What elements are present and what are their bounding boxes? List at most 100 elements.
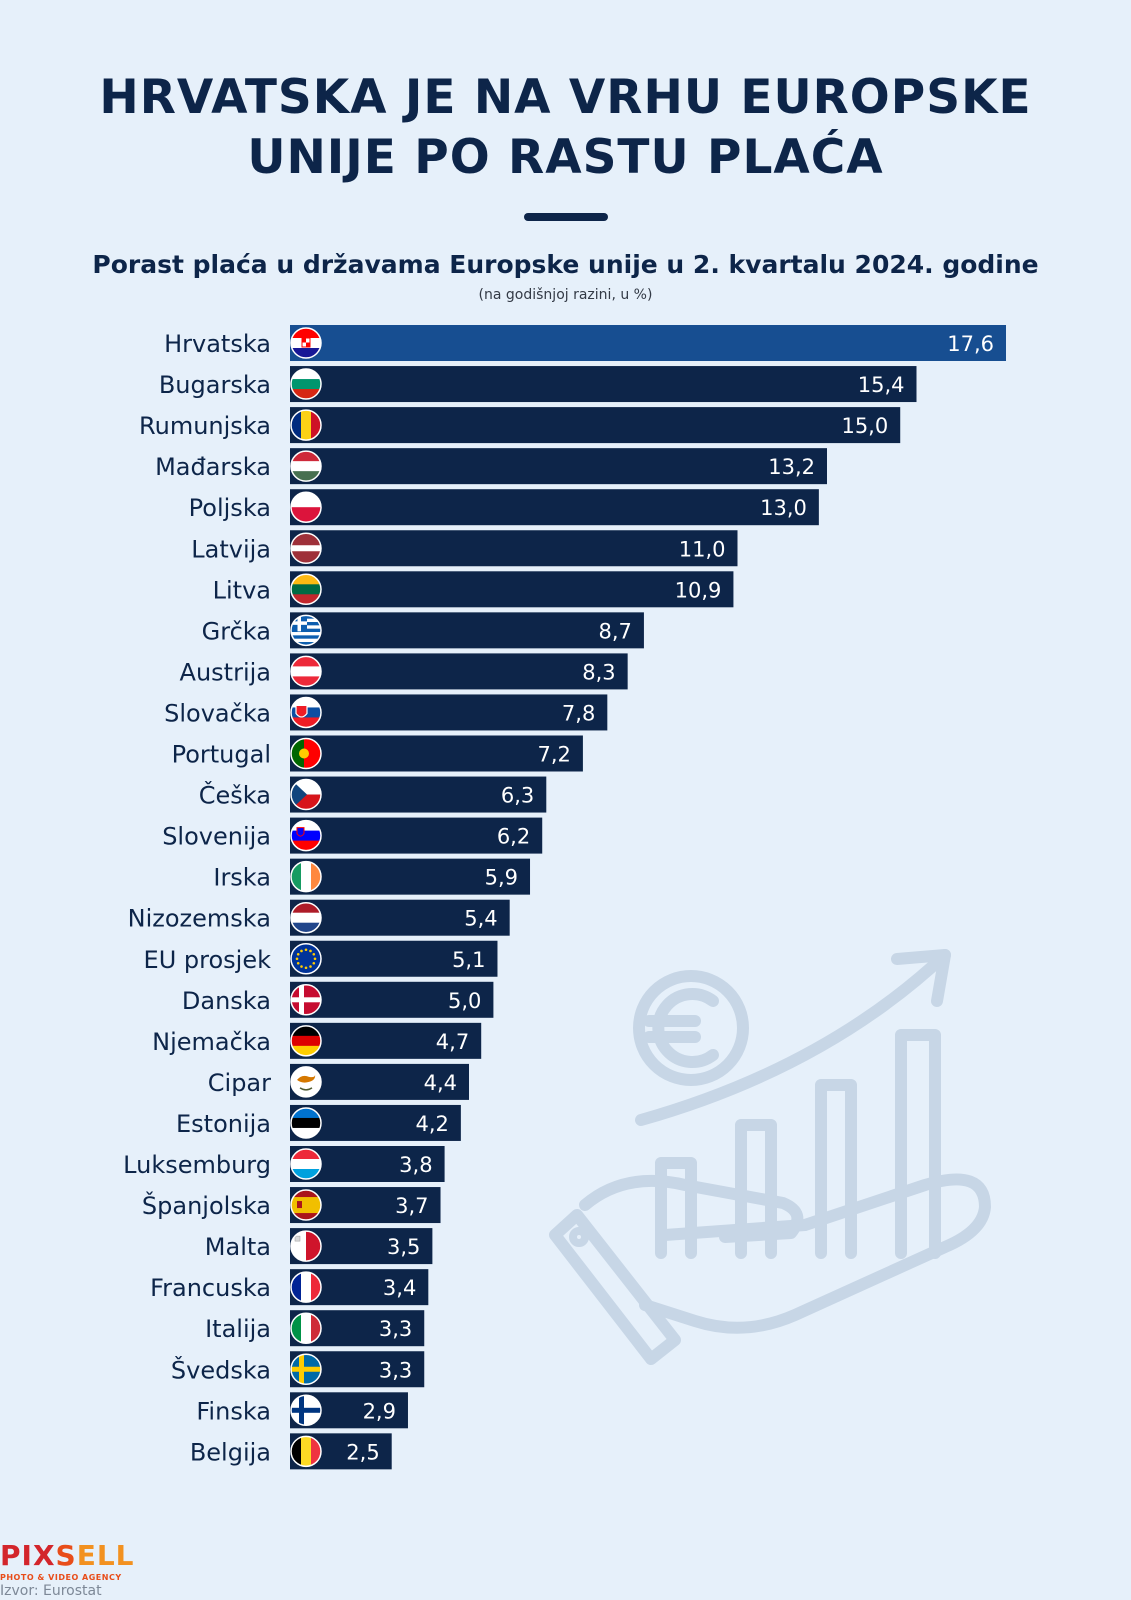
value-label-švedska: 3,3 [379,1358,412,1382]
category-label-belgija: Belgija [190,1438,271,1466]
value-label-belgija: 2,5 [346,1440,379,1464]
fi-flag-icon [291,1395,321,1426]
bar-bugarska [290,366,917,403]
title-line-1: HRVATSKA JE NA VRHU EUROPSKE [99,70,1032,125]
bar-litva [290,571,734,608]
chart-title: HRVATSKA JE NA VRHU EUROPSKE UNIJE PO RA… [0,68,1131,188]
unit-note: (na godišnjoj razini, u %) [478,287,653,303]
value-label-irska: 5,9 [485,866,518,890]
value-label-slovačka: 7,8 [562,701,595,725]
source-note: Izvor: Eurostat [0,1583,102,1599]
mt-flag-icon [291,1231,321,1262]
bar-češka [290,776,547,813]
category-label-češka: Češka [199,780,271,810]
category-label-litva: Litva [213,576,271,604]
bar-poljska [290,489,819,526]
hr-flag-icon [291,328,321,358]
euro-growth-hand-icon [549,949,991,1365]
value-label-nizozemska: 5,4 [464,907,497,931]
category-label-mađarska: Mađarska [155,453,271,481]
bar-nizozemska [290,899,510,936]
category-label-slovačka: Slovačka [164,699,271,727]
value-label-rumunjska: 15,0 [841,414,888,438]
category-label-irska: Irska [213,864,271,892]
category-label-švedska: Švedska [171,1354,271,1384]
value-label-estonija: 4,2 [415,1112,448,1136]
hu-flag-icon [291,451,321,482]
category-label-portugal: Portugal [172,741,271,769]
es-flag-icon [291,1190,321,1221]
category-label-austrija: Austrija [180,658,271,686]
bg-flag-icon [291,369,321,400]
value-label-finska: 2,9 [363,1399,396,1423]
value-label-španjolska: 3,7 [395,1194,428,1218]
value-label-grčka: 8,7 [599,619,632,643]
bar-njemačka [290,1022,482,1059]
value-label-češka: 6,3 [501,784,534,808]
bar-slovačka [290,694,608,731]
category-label-poljska: Poljska [189,494,271,522]
bar-grčka [290,612,644,649]
category-label-malta: Malta [205,1233,271,1261]
category-label-latvija: Latvija [191,535,271,563]
bar-portugal [290,735,583,772]
value-label-mađarska: 13,2 [768,455,815,479]
value-label-portugal: 7,2 [538,743,571,767]
category-label-finska: Finska [196,1397,271,1425]
lu-flag-icon [291,1149,321,1179]
be-flag-icon [291,1436,321,1467]
fr-flag-icon [291,1272,321,1303]
cz-flag-icon [291,779,321,810]
category-label-eu-prosjek: EU prosjek [144,946,272,974]
title-divider [524,213,608,221]
value-label-eu-prosjek: 5,1 [452,948,485,972]
value-label-austrija: 8,3 [582,660,615,684]
value-label-latvija: 11,0 [679,537,726,561]
bar-danska [290,981,494,1018]
category-label-rumunjska: Rumunjska [139,412,271,440]
ee-flag-icon [291,1107,321,1138]
category-label-luksemburg: Luksemburg [123,1151,271,1179]
value-label-hrvatska: 17,6 [947,332,994,356]
it-flag-icon [291,1313,321,1344]
sk-flag-icon [291,697,321,728]
value-label-njemačka: 4,7 [436,1030,469,1054]
lv-flag-icon [291,533,321,564]
category-label-grčka: Grčka [202,617,271,645]
value-label-malta: 3,5 [387,1235,420,1259]
ie-flag-icon [291,861,321,892]
category-label-slovenija: Slovenija [162,823,271,851]
value-label-danska: 5,0 [448,989,481,1013]
lt-flag-icon [291,574,321,605]
category-label-francuska: Francuska [150,1274,271,1302]
eu-flag-icon [291,943,321,974]
pixsell-logo: PIXSELL [0,1539,135,1572]
bar-eu-prosjek [290,940,498,977]
cy-flag-icon [291,1066,321,1097]
value-label-bugarska: 15,4 [858,373,905,397]
value-label-luksemburg: 3,8 [399,1153,432,1177]
value-label-cipar: 4,4 [424,1071,457,1095]
value-label-poljska: 13,0 [760,496,807,520]
value-label-francuska: 3,4 [383,1276,416,1300]
category-label-hrvatska: Hrvatska [164,330,271,358]
se-flag-icon [291,1354,321,1385]
title-line-2: UNIJE PO RASTU PLAĆA [247,130,884,185]
value-label-italija: 3,3 [379,1317,412,1341]
bar-rumunjska [290,407,901,444]
bar-latvija [290,530,738,567]
value-label-litva: 10,9 [675,578,722,602]
category-label-nizozemska: Nizozemska [128,905,271,933]
bar-mađarska [290,448,827,485]
de-flag-icon [291,1025,321,1056]
category-label-estonija: Estonija [176,1110,271,1138]
pt-flag-icon [291,738,321,769]
value-label-slovenija: 6,2 [497,825,530,849]
pl-flag-icon [291,492,321,523]
bar-austrija [290,653,628,690]
nl-flag-icon [291,902,321,933]
category-label-španjolska: Španjolska [142,1190,271,1220]
dk-flag-icon [291,984,321,1015]
chart-subtitle: Porast plaća u državama Europske unije u… [92,250,1039,279]
